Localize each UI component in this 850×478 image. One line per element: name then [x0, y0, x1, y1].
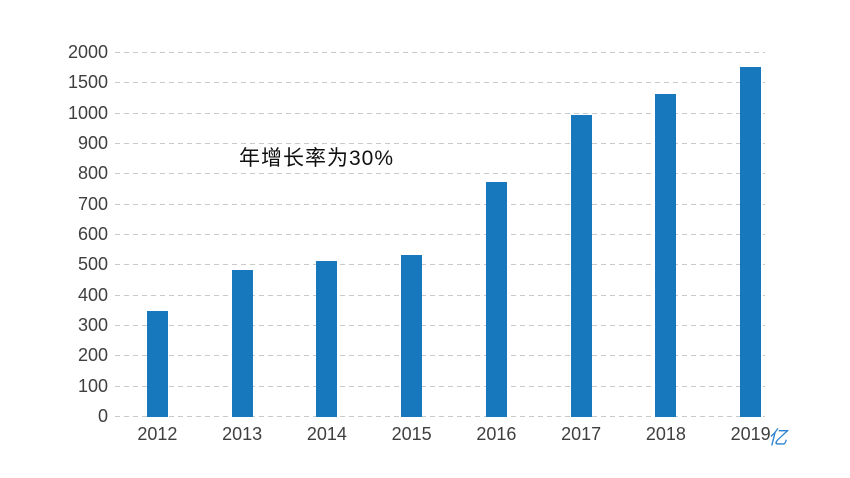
y-tick-label-0: 0 [97, 406, 108, 426]
bar-2015 [401, 254, 423, 417]
gridline-800 [115, 173, 765, 175]
bar-2019 [740, 66, 762, 417]
x-tick-label-2019: 2019 [730, 424, 771, 444]
y-tick-label-700: 700 [77, 193, 108, 214]
plot-area [115, 52, 765, 417]
x-tick-label-2013: 2013 [222, 424, 263, 444]
x-tick-label-2017: 2017 [561, 424, 602, 444]
gridline-900 [115, 143, 765, 144]
x-tick-label-2018: 2018 [645, 424, 686, 444]
bar-2017 [570, 115, 592, 417]
y-tick-label-200: 200 [77, 345, 108, 366]
growth-rate-annotation: 年增长率为30% [239, 147, 395, 170]
bar-2014 [316, 260, 338, 417]
y-tick-label-1000: 1000 [67, 102, 108, 123]
gridline-1000 [115, 112, 765, 114]
gridline-700 [115, 203, 765, 205]
gridline-600 [115, 234, 765, 235]
gridline-0 [115, 416, 765, 417]
gridline-2000 [115, 52, 765, 53]
bar-2016 [485, 181, 507, 417]
y-tick-label-600: 600 [77, 224, 108, 244]
bar-2013 [231, 269, 253, 417]
gridline-200 [115, 355, 765, 357]
y-tick-label-1500: 1500 [67, 72, 108, 93]
x-tick-label-2015: 2015 [391, 424, 432, 444]
y-tick-label-400: 400 [77, 284, 108, 305]
gridline-1500 [115, 82, 765, 84]
unit-label-yi: 亿 [768, 428, 788, 449]
gridline-400 [115, 294, 765, 296]
gridline-100 [115, 385, 765, 387]
y-tick-label-800: 800 [77, 163, 108, 184]
y-tick-label-2000: 2000 [67, 42, 108, 62]
x-tick-label-2016: 2016 [476, 424, 517, 444]
bar-2018 [655, 93, 677, 417]
x-tick-label-2012: 2012 [137, 424, 178, 444]
y-tick-label-300: 300 [77, 315, 108, 335]
y-tick-label-100: 100 [77, 375, 108, 396]
bar-2012 [146, 310, 168, 417]
y-tick-label-900: 900 [77, 133, 108, 153]
x-tick-label-2014: 2014 [306, 424, 347, 444]
gridline-300 [115, 325, 765, 326]
gridline-500 [115, 264, 765, 266]
y-tick-label-500: 500 [77, 254, 108, 275]
